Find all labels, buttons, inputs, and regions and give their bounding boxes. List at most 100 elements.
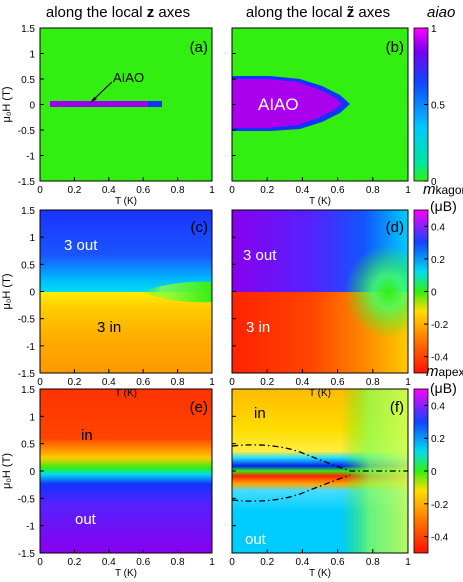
panel-e-label: (e) [190, 399, 208, 416]
panel-d-xtick-label: 0.4 [295, 377, 309, 388]
panel-d-label: (d) [386, 219, 404, 236]
colorbar-aiao-label: aiao [427, 4, 455, 21]
panel-c-top [40, 210, 212, 292]
colorbar-kagome-unit: (μB) [430, 198, 457, 214]
panel-e-ytick-label: 0.5 [21, 440, 35, 451]
panel-a-aiao-edge [148, 101, 162, 107]
panel-c-xtick-label: 0.8 [171, 377, 185, 388]
colorbar-tick-label: 0 [431, 467, 437, 478]
panel-e-xtick-label: 0.6 [136, 557, 150, 568]
panel-f [232, 389, 408, 553]
panel-d-xtick-label: 0.2 [260, 377, 274, 388]
panel-c-ylabel: μ₀H (T) [1, 274, 13, 310]
panel-c-xlabel: T (K) [115, 388, 137, 399]
panel-d-xlabel: T (K) [309, 388, 331, 399]
panel-b-xtick-label: 0.8 [366, 185, 380, 196]
panel-c-ytick-label: 0.5 [21, 260, 35, 271]
panel-c-xtick-label: 0 [37, 377, 43, 388]
panel-a-xtick-label: 0.4 [102, 185, 116, 196]
panel-a: AIAO (a) [39, 27, 213, 182]
colorbar-tick-label: 0 [431, 177, 437, 188]
panel-c-xtick-label: 0.2 [67, 377, 81, 388]
panel-a-ytick-label: 1.5 [21, 24, 35, 35]
panel-d-xtick-label: 0 [229, 377, 235, 388]
panel-b-xtick-label: 0.4 [295, 185, 309, 196]
panel-c-ytick-label: 1 [29, 233, 35, 244]
panel-a-xtick-label: 0 [37, 185, 43, 196]
panel-a-ytick-label: 0.5 [21, 75, 35, 86]
panel-f-boundary-lower [232, 474, 351, 502]
panel-c-xtick-label: 0.4 [102, 377, 116, 388]
colorbar-tick-label: 0.4 [431, 222, 445, 233]
panel-d-annotation-bottom: 3 in [246, 319, 270, 336]
panel-e-xtick-label: 0.4 [102, 557, 116, 568]
panel-f-xtick-label: 0.6 [331, 557, 345, 568]
colorbar-tick-label: -0.2 [431, 320, 449, 331]
panel-a-xlabel: T (K) [115, 196, 137, 207]
colorbar-apex-unit: (μB) [430, 380, 457, 396]
panel-b-xtick-label: 1 [405, 185, 411, 196]
panel-c-ytick-label: -1.5 [18, 369, 36, 380]
panel-e-ytick-label: -0.5 [18, 494, 36, 505]
panel-a-xtick-label: 1 [209, 185, 215, 196]
panel-a-ytick-label: 0 [29, 101, 35, 112]
panel-e-ytick-label: -1.5 [18, 549, 36, 560]
panel-f-xtick-label: 0.4 [295, 557, 309, 568]
panel-c-ytick-label: 0 [29, 288, 35, 299]
panel-b-xtick-label: 0.6 [331, 185, 345, 196]
panel-c: 3 out 3 in (c) [39, 209, 213, 374]
panel-f-xtick-label: 0.2 [260, 557, 274, 568]
panel-b-annotation: AIAO [258, 95, 299, 114]
panel-f-xtick-label: 0 [229, 557, 235, 568]
panel-c-label: (c) [191, 219, 209, 236]
panel-c-annotation-top: 3 out [64, 237, 98, 254]
panel-f-annotation-top: in [254, 405, 266, 422]
panel-d-xtick-label: 1 [405, 377, 411, 388]
colorbar-tick-label: 0.4 [431, 401, 445, 412]
panel-e-xlabel: T (K) [115, 568, 137, 579]
colorbar-tick-label: 0.2 [431, 255, 445, 266]
colorbar-tick-label: 1 [431, 24, 437, 35]
panel-e-xtick-label: 0.2 [67, 557, 81, 568]
panel-e-ytick-label: 0 [29, 467, 35, 478]
panel-a-arrow [91, 81, 113, 102]
panel-e-annotation-bottom: out [75, 511, 97, 528]
panel-d-xtick-label: 0.6 [331, 377, 345, 388]
colorbar-tick-label: -0.4 [431, 533, 449, 544]
panel-a-ytick-label: 1 [29, 50, 35, 61]
panel-e-ytick-label: 1 [29, 412, 35, 423]
panel-f-annotation-bottom: out [245, 531, 267, 548]
panel-f-xtick-label: 0.8 [366, 557, 380, 568]
colorbar-apex-label: mapex [426, 363, 463, 380]
axes-layer: 0 0.2 0.4 0.6 0.8 1 T (K) 1.5 1 0.5 0 -0.5 -1 -1.5 μ₀H… [1, 24, 449, 579]
panel-a-aiao-stripe [50, 101, 160, 107]
colorbar-tick-label: -0.2 [431, 500, 449, 511]
panel-e: in out (e) [39, 388, 213, 554]
panel-a-label: (a) [190, 39, 208, 56]
panel-a-xtick-label: 0.2 [67, 185, 81, 196]
panel-c-ytick-label: 1.5 [21, 206, 35, 217]
panel-a-ytick-label: -1.5 [18, 177, 36, 188]
panel-a-ytick-label: -0.5 [18, 126, 36, 137]
panel-e-xtick-label: 1 [209, 557, 215, 568]
title-right: along the local z̃ axes [246, 4, 390, 21]
colorbar-tick-label: 0 [431, 288, 437, 299]
colorbar-tick-label: 0.2 [431, 434, 445, 445]
panel-c-ytick-label: -0.5 [18, 315, 36, 326]
panel-c-annotation-bottom: 3 in [97, 319, 121, 336]
panel-e-xtick-label: 0 [37, 557, 43, 568]
panel-d-overlay: 3 out 3 in (d) [231, 209, 409, 374]
panel-e-field [40, 389, 212, 553]
panel-b: AIAO (b) [231, 27, 409, 182]
panel-a-ylabel: μ₀H (T) [1, 87, 13, 123]
panel-e-xtick-label: 0.8 [171, 557, 185, 568]
panel-b-label: (b) [386, 39, 404, 56]
panel-b-xtick-label: 0 [229, 185, 235, 196]
panel-c-crossover [140, 281, 212, 303]
colorbar-tick-label: 0.5 [431, 101, 445, 112]
colorbar-kagome-label: mkagome [423, 181, 463, 198]
panel-f-boundary-upper [232, 444, 408, 472]
title-left: along the local z axes [46, 4, 190, 21]
panel-f-xtick-label: 1 [405, 557, 411, 568]
